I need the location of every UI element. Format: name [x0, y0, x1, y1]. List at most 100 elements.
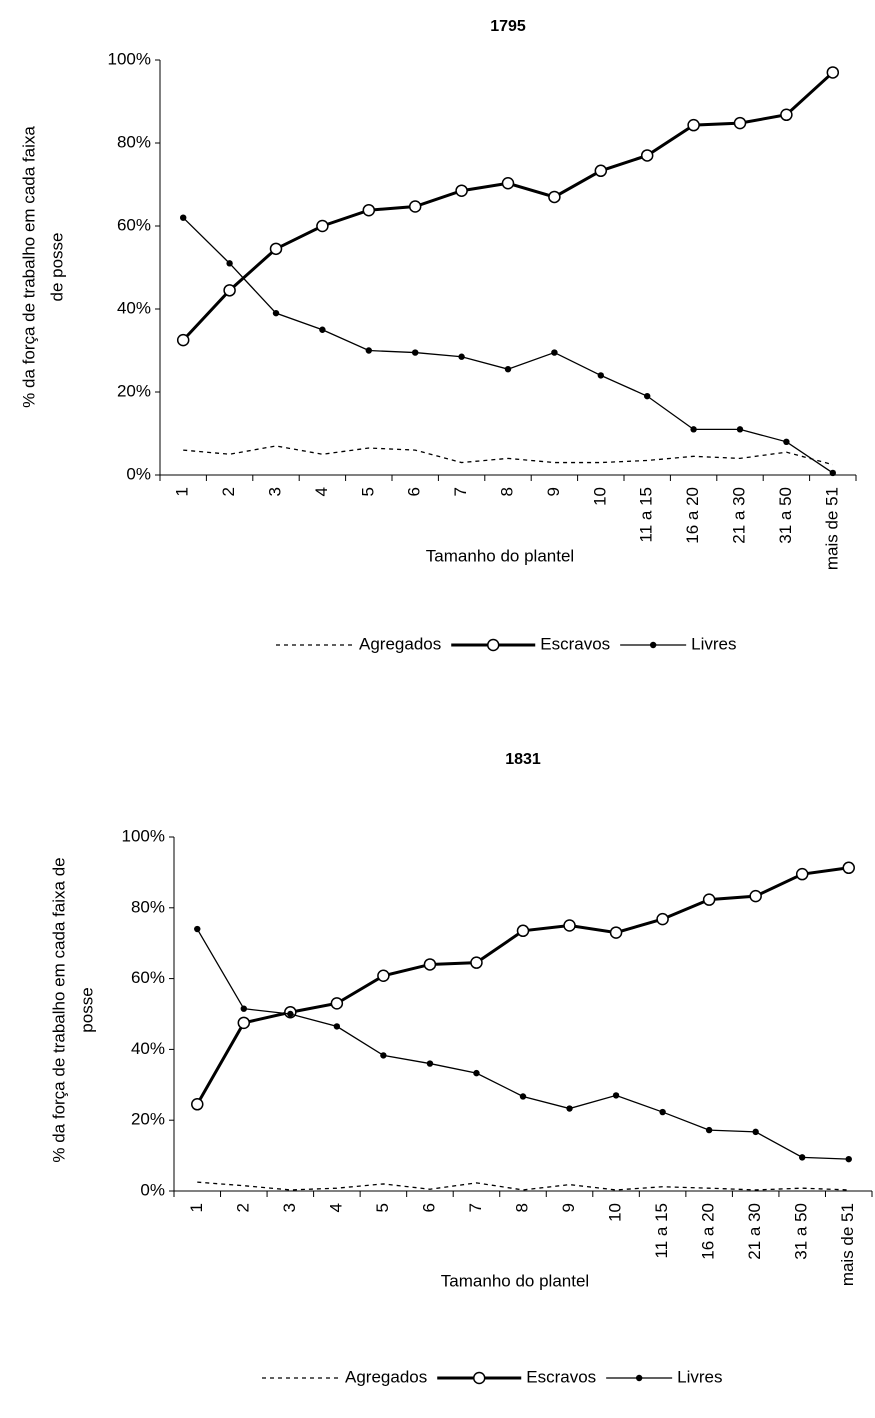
marker	[548, 190, 561, 204]
x-tick-label: mais de 51	[838, 1203, 857, 1286]
legend-marker	[486, 638, 500, 652]
marker	[597, 372, 604, 379]
marker	[408, 200, 422, 213]
x-tick-label: 10	[606, 1203, 625, 1222]
marker	[842, 861, 855, 875]
marker	[362, 203, 376, 217]
y-axis-label: % da força de trabalho em cada faixa de	[49, 857, 68, 1162]
chart-title: 1831	[505, 751, 541, 768]
x-tick-label: 21 a 30	[729, 487, 748, 544]
marker	[412, 349, 419, 356]
marker	[287, 1010, 294, 1018]
marker	[519, 1093, 527, 1100]
legend-marker	[635, 1374, 643, 1382]
marker	[470, 956, 483, 969]
marker	[736, 426, 744, 433]
marker	[237, 1016, 251, 1030]
legend-label: Escravos	[526, 1367, 596, 1386]
marker	[749, 889, 762, 903]
series-line	[182, 71, 834, 342]
marker	[458, 353, 465, 360]
y-tick-label: 0%	[140, 1180, 165, 1199]
x-tick-label: 7	[466, 1203, 485, 1212]
marker	[426, 1060, 434, 1067]
x-tick-label: 4	[326, 1203, 345, 1212]
series-line	[183, 445, 833, 466]
marker	[656, 912, 669, 926]
chart-title: 1795	[490, 18, 526, 35]
y-tick-label: 20%	[117, 381, 151, 400]
y-tick-label: 60%	[117, 215, 151, 234]
marker	[594, 164, 608, 178]
y-axis-label: de posse	[47, 233, 66, 302]
x-tick-label: 3	[280, 1203, 299, 1212]
marker	[829, 469, 836, 477]
x-tick-label: 6	[419, 1203, 438, 1212]
x-tick-label: 31 a 50	[792, 1203, 811, 1260]
marker	[316, 219, 329, 233]
marker	[380, 1052, 387, 1059]
y-axis-label: posse	[77, 987, 96, 1032]
x-tick-label: 10	[590, 487, 609, 506]
series-line	[196, 928, 849, 1160]
x-tick-label: 11 a 15	[652, 1203, 671, 1258]
marker	[799, 1154, 806, 1161]
x-tick-label: 8	[512, 1203, 531, 1212]
series-line	[195, 866, 849, 1106]
marker	[473, 1069, 480, 1077]
y-tick-label: 100%	[108, 49, 151, 68]
x-tick-label: 5	[358, 487, 377, 496]
legend-label: Escravos	[540, 634, 610, 653]
marker	[783, 438, 790, 445]
x-tick-label: 9	[544, 487, 563, 496]
x-axis-label: Tamanho do plantel	[441, 1271, 589, 1290]
marker	[733, 116, 747, 130]
marker	[455, 184, 468, 197]
marker	[659, 1108, 666, 1116]
marker	[795, 867, 809, 881]
y-tick-label: 60%	[131, 968, 165, 987]
marker	[705, 1126, 713, 1134]
x-tick-label: 4	[312, 487, 331, 496]
legend-label: Livres	[691, 634, 736, 653]
x-tick-label: 8	[497, 487, 516, 496]
y-axis-label: % da força de trabalho em cada faixa	[19, 126, 38, 408]
marker	[223, 284, 236, 297]
marker	[640, 149, 654, 162]
marker	[333, 1023, 341, 1030]
marker	[240, 1005, 247, 1012]
marker	[644, 392, 651, 400]
x-tick-label: mais de 51	[822, 487, 841, 570]
legend-label: Agregados	[359, 634, 441, 653]
x-tick-label: 16 a 20	[683, 487, 702, 544]
y-tick-label: 40%	[117, 298, 151, 317]
legend-label: Agregados	[345, 1367, 427, 1386]
marker	[365, 347, 372, 354]
x-tick-label: 7	[451, 487, 470, 496]
marker	[504, 365, 512, 373]
marker	[423, 958, 437, 971]
marker	[780, 108, 793, 122]
marker	[377, 969, 390, 983]
marker	[191, 1098, 204, 1111]
x-axis-label: Tamanho do plantel	[426, 546, 574, 565]
x-tick-label: 16 a 20	[699, 1203, 718, 1260]
marker	[194, 925, 201, 933]
x-tick-label: 2	[219, 487, 238, 496]
series-line	[197, 1181, 849, 1191]
marker	[609, 926, 623, 939]
y-tick-label: 80%	[131, 897, 165, 916]
legend-marker	[649, 641, 657, 649]
marker	[563, 919, 576, 932]
marker	[330, 997, 344, 1010]
marker	[826, 66, 840, 79]
marker	[566, 1105, 573, 1112]
marker	[702, 893, 716, 906]
marker	[176, 333, 190, 347]
marker	[690, 426, 697, 433]
marker	[551, 349, 558, 356]
y-tick-label: 80%	[117, 132, 151, 151]
legend-marker	[472, 1371, 486, 1385]
marker	[226, 260, 233, 267]
